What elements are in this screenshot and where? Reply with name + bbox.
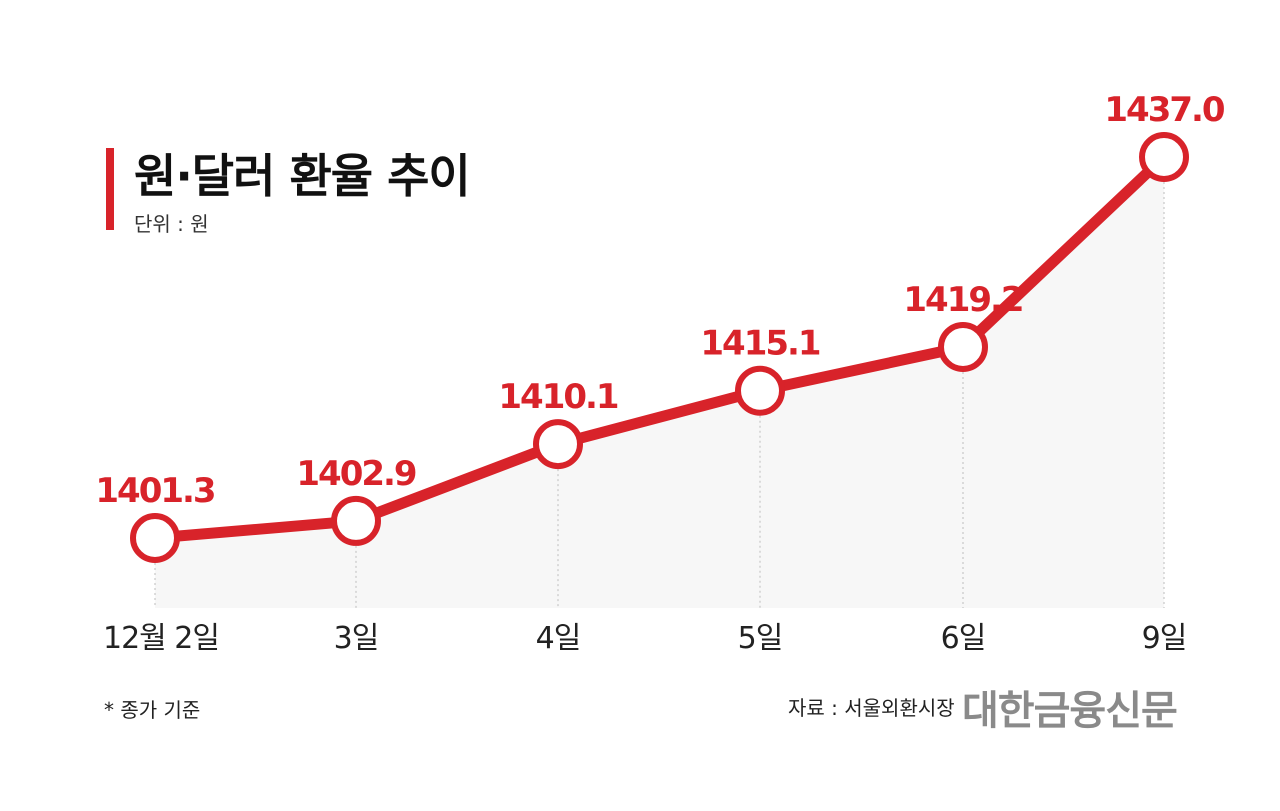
x-tick-label: 4일 bbox=[536, 621, 581, 656]
x-tick-label: 3일 bbox=[334, 621, 379, 656]
chart-title: 원·달러 환율 추이 bbox=[134, 149, 471, 203]
data-points bbox=[130, 132, 1189, 563]
value-label: 1419.2 bbox=[903, 280, 1022, 320]
series-line-layer bbox=[149, 151, 1170, 544]
value-labels: 1401.3 1402.9 1410.1 1415.1 1419.2 1437.0 bbox=[95, 90, 1227, 511]
data-point bbox=[130, 513, 180, 563]
data-point bbox=[938, 321, 988, 372]
unit-label: 단위 : 원 bbox=[134, 212, 209, 236]
title-accent-bar bbox=[106, 148, 114, 230]
value-label: 1415.1 bbox=[700, 324, 820, 364]
x-axis-labels: 12월 2일 3일 4일 5일 6일 9일 bbox=[103, 621, 1187, 656]
x-tick-label: 12월 2일 bbox=[103, 621, 219, 656]
value-label: 1402.9 bbox=[296, 454, 416, 494]
x-tick-label: 9일 bbox=[1142, 621, 1187, 656]
brand-logo: 대한금융신문 bbox=[962, 688, 1178, 734]
area-layer bbox=[155, 157, 1164, 608]
data-point bbox=[735, 365, 785, 416]
value-label: 1401.3 bbox=[95, 471, 214, 511]
data-point bbox=[533, 419, 583, 470]
series-area bbox=[155, 157, 1164, 608]
value-label: 1437.0 bbox=[1104, 90, 1225, 130]
value-label: 1410.1 bbox=[498, 377, 618, 417]
data-point bbox=[331, 495, 381, 546]
x-tick-label: 5일 bbox=[738, 621, 783, 656]
footnote: * 종가 기준 bbox=[104, 698, 201, 722]
x-tick-label: 6일 bbox=[941, 621, 986, 656]
data-point bbox=[1139, 132, 1189, 182]
series-line bbox=[149, 151, 1170, 544]
source-label: 자료 : 서울외환시장 bbox=[788, 696, 955, 720]
